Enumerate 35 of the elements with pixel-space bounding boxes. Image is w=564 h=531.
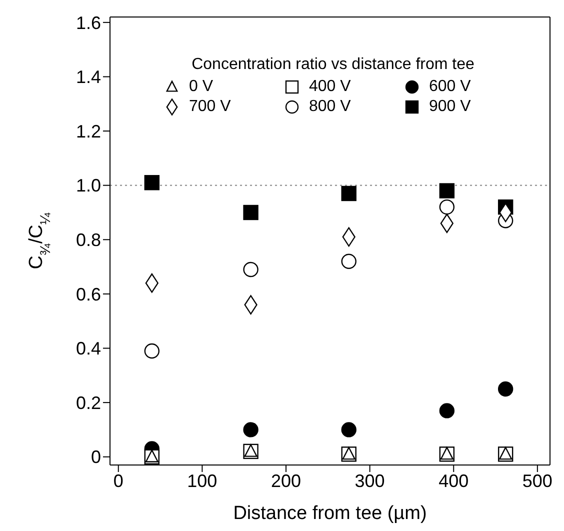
y-tick-label: 1.6	[76, 12, 101, 33]
point	[341, 422, 356, 438]
point	[144, 343, 160, 359]
legend-label: 700 V	[189, 98, 231, 116]
point	[439, 199, 455, 215]
legend-label: 400 V	[309, 78, 351, 96]
legend-label: 600 V	[429, 78, 471, 96]
point	[341, 186, 356, 202]
y-tick-label: 0.4	[76, 338, 101, 359]
y-tick-label: 0.6	[76, 284, 101, 304]
point	[498, 381, 514, 397]
x-axis-title: Distance from tee (µm)	[233, 503, 427, 524]
point	[243, 422, 258, 438]
y-tick-label: 1.2	[76, 121, 101, 142]
y-tick-label: 0	[90, 447, 101, 468]
x-tick-label: 200	[270, 470, 302, 491]
point	[439, 183, 455, 198]
legend-label: 900 V	[429, 98, 471, 116]
point	[243, 262, 258, 278]
x-tick-label: 500	[522, 470, 552, 491]
legend-label: 0 V	[189, 78, 214, 96]
point	[341, 254, 356, 269]
y-tick-label: 0.2	[76, 392, 101, 413]
x-tick-label: 300	[354, 470, 385, 491]
point	[243, 204, 258, 220]
legend-label: 800 V	[309, 98, 351, 116]
y-tick-label: 0.8	[76, 230, 101, 250]
legend-title: Concentration ratio vs distance from tee	[190, 56, 476, 74]
y-tick-label: 1.4	[76, 67, 101, 88]
point	[144, 175, 160, 190]
point	[439, 403, 455, 418]
x-tick-label: 0	[113, 470, 124, 491]
x-tick-label: 400	[438, 470, 469, 491]
x-tick-label: 100	[187, 470, 218, 491]
y-tick-label: 1.0	[76, 176, 101, 196]
